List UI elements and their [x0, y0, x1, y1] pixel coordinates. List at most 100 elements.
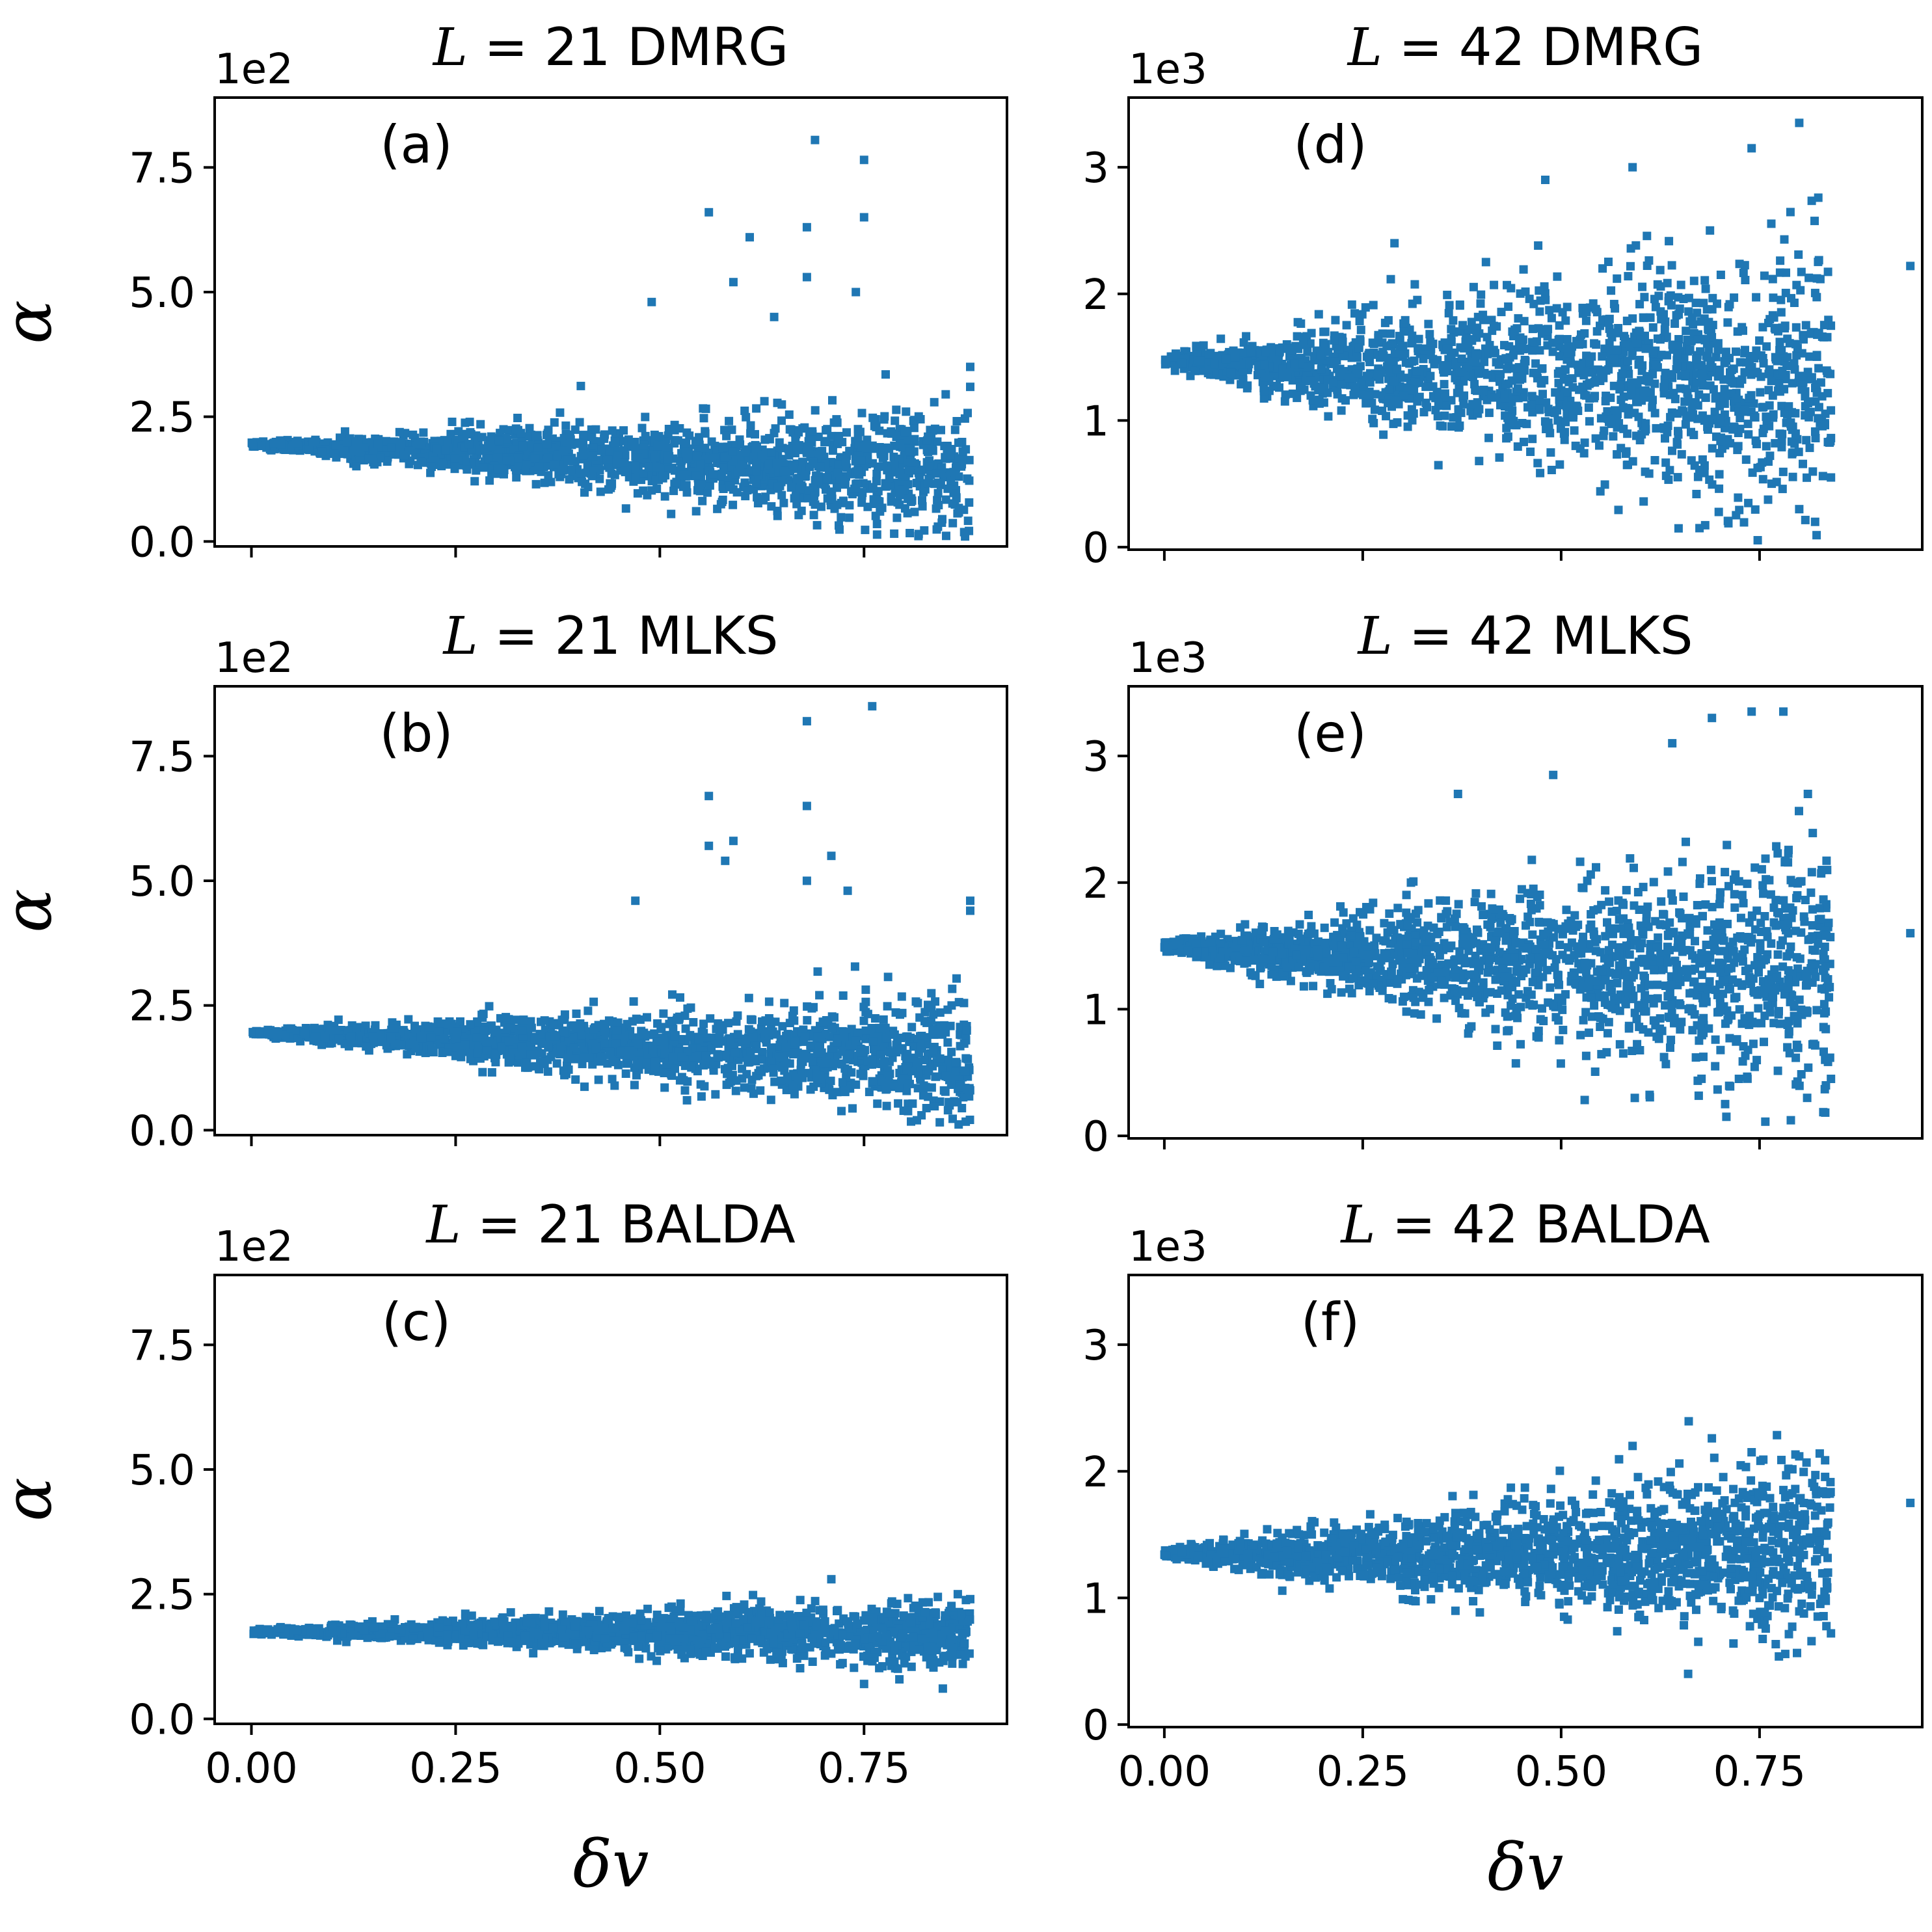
scatter-point	[769, 1064, 778, 1073]
scatter-point	[930, 479, 939, 489]
scatter-point	[369, 1038, 378, 1047]
scatter-point	[941, 1626, 950, 1635]
scatter-point	[631, 461, 640, 470]
scatter-point	[714, 1039, 723, 1048]
scatter-point	[456, 1017, 464, 1026]
scatter-point	[841, 457, 850, 466]
scatter-point	[580, 1053, 589, 1062]
scatter-point	[594, 1075, 603, 1084]
scatter-point	[827, 1024, 837, 1033]
scatter-point	[667, 509, 676, 518]
scatter-point	[744, 1025, 753, 1034]
scatter-point	[521, 466, 530, 475]
scatter-point	[809, 1002, 818, 1012]
scatter-point	[958, 1104, 967, 1112]
scatter-point	[779, 498, 788, 507]
title-text: = 21 MLKS	[478, 606, 779, 666]
scatter-point	[701, 1051, 710, 1060]
scatter-point	[676, 993, 684, 1002]
scatter-point	[907, 1023, 917, 1032]
scatter-point	[560, 1010, 569, 1019]
scatter-point	[669, 1025, 678, 1034]
scatter-point	[631, 896, 640, 906]
scatter-point	[506, 1608, 515, 1617]
scatter-point	[797, 506, 806, 515]
scatter-point	[476, 420, 485, 429]
scatter-point	[931, 997, 940, 1006]
scatter-point	[922, 436, 932, 445]
scatter-point	[892, 405, 901, 414]
scatter-point	[777, 400, 786, 409]
scatter-point	[913, 1057, 922, 1066]
axis-offset-label: 1e2	[215, 634, 293, 682]
scatter-point	[920, 1008, 930, 1017]
scatter-point	[579, 439, 587, 448]
scatter-point	[959, 528, 969, 537]
scatter-point	[542, 431, 551, 440]
scatter-point	[654, 432, 664, 441]
scatter-point	[613, 1026, 622, 1035]
scatter-point	[410, 1021, 419, 1030]
scatter-point	[796, 1664, 805, 1672]
scatter-point	[802, 801, 811, 811]
scatter-point	[559, 466, 568, 475]
scatter-point	[942, 531, 950, 541]
scatter-point	[525, 432, 534, 441]
scatter-point	[752, 479, 761, 488]
scatter-point	[531, 454, 540, 463]
scatter-point	[448, 418, 457, 426]
scatter-point	[479, 1010, 488, 1019]
scatter-point	[925, 462, 934, 471]
scatter-point	[773, 511, 782, 520]
scatter-point	[681, 449, 690, 457]
scatter-point	[623, 1644, 632, 1654]
scatter-point	[927, 1083, 936, 1092]
scatter-point	[852, 1080, 861, 1089]
scatter-point	[904, 1594, 913, 1603]
scatter-point	[770, 1077, 779, 1086]
scatter-point	[790, 1038, 799, 1047]
scatter-point	[802, 717, 811, 726]
scatter-point	[752, 404, 761, 413]
scatter-point	[937, 518, 946, 527]
scatter-point	[414, 440, 423, 449]
scatter-point	[926, 1660, 935, 1669]
y-tick-label: 7.5	[129, 733, 195, 781]
scatter-point	[425, 1023, 435, 1032]
scatter-point	[885, 474, 894, 483]
scatter-point	[904, 494, 913, 503]
scatter-point	[757, 451, 766, 461]
scatter-point	[816, 463, 825, 472]
scatter-point	[453, 1027, 462, 1036]
scatter-point	[579, 431, 588, 440]
scatter-point	[493, 445, 502, 454]
scatter-point	[948, 518, 958, 528]
scatter-point	[890, 461, 899, 469]
scatter-point	[853, 1028, 863, 1037]
scatter-point	[863, 435, 872, 444]
scatter-point	[331, 1026, 340, 1035]
scatter-point	[952, 494, 961, 503]
scatter-point	[563, 455, 572, 464]
scatter-point	[823, 474, 832, 483]
scatter-point	[789, 1006, 798, 1015]
scatter-point	[790, 1016, 799, 1025]
scatter-point	[660, 492, 669, 501]
panel-label: (a)	[380, 114, 452, 175]
panel-title: L = 21 MLKS	[442, 606, 778, 666]
scatter-point	[965, 498, 974, 507]
scatter-point	[706, 1014, 715, 1023]
scatter-point	[440, 1034, 449, 1043]
scatter-point	[821, 1638, 830, 1647]
scatter-point	[944, 1055, 953, 1064]
scatter-point	[565, 475, 574, 484]
scatter-point	[803, 1002, 812, 1011]
scatter-point	[907, 1117, 915, 1126]
scatter-point	[703, 488, 712, 497]
scatter-point	[518, 442, 528, 451]
scatter-point	[828, 396, 837, 405]
scatter-point	[815, 451, 824, 460]
scatter-point	[695, 1638, 704, 1646]
